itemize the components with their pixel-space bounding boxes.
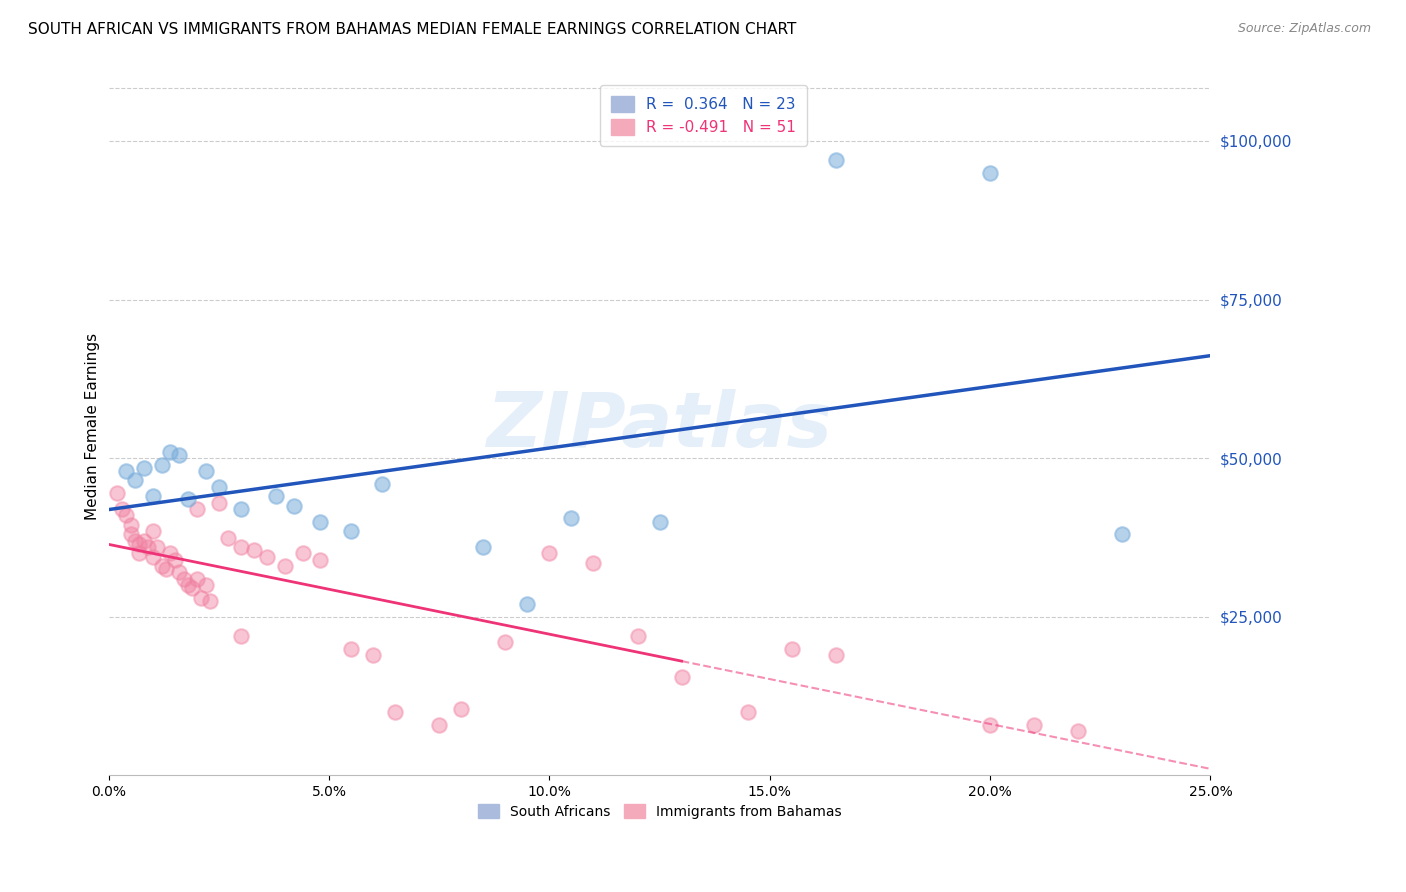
Point <box>159 546 181 560</box>
Point <box>1067 724 1090 739</box>
Point <box>194 464 217 478</box>
Point <box>128 546 150 560</box>
Point <box>115 508 138 523</box>
Point <box>274 559 297 574</box>
Point <box>115 464 138 478</box>
Point <box>124 474 146 488</box>
Point <box>186 502 208 516</box>
Point <box>120 517 142 532</box>
Text: SOUTH AFRICAN VS IMMIGRANTS FROM BAHAMAS MEDIAN FEMALE EARNINGS CORRELATION CHAR: SOUTH AFRICAN VS IMMIGRANTS FROM BAHAMAS… <box>28 22 796 37</box>
Point <box>737 705 759 719</box>
Point <box>450 702 472 716</box>
Point <box>128 537 150 551</box>
Point <box>671 670 693 684</box>
Point <box>132 460 155 475</box>
Point <box>384 705 406 719</box>
Point <box>371 476 394 491</box>
Point <box>1024 717 1046 731</box>
Point <box>264 489 287 503</box>
Point <box>159 445 181 459</box>
Point <box>132 533 155 548</box>
Point <box>229 540 252 554</box>
Text: ZIPatlas: ZIPatlas <box>486 390 832 464</box>
Point <box>309 515 332 529</box>
Point <box>538 546 561 560</box>
Point <box>177 492 200 507</box>
Point <box>142 549 165 564</box>
Point <box>163 552 186 566</box>
Point <box>142 524 165 538</box>
Point <box>150 559 173 574</box>
Point <box>167 566 190 580</box>
Legend: South Africans, Immigrants from Bahamas: South Africans, Immigrants from Bahamas <box>472 798 846 824</box>
Point <box>560 511 582 525</box>
Point <box>780 641 803 656</box>
Point <box>626 629 648 643</box>
Point <box>181 582 204 596</box>
Point <box>111 502 134 516</box>
Point <box>361 648 384 662</box>
Point <box>1111 527 1133 541</box>
Point <box>194 578 217 592</box>
Point <box>150 458 173 472</box>
Point <box>979 717 1001 731</box>
Point <box>120 527 142 541</box>
Point <box>167 448 190 462</box>
Point <box>243 543 266 558</box>
Point <box>198 594 221 608</box>
Point <box>516 597 538 611</box>
Point <box>208 480 231 494</box>
Point <box>291 546 314 560</box>
Y-axis label: Median Female Earnings: Median Female Earnings <box>86 333 100 520</box>
Point <box>283 499 305 513</box>
Point <box>229 502 252 516</box>
Point <box>229 629 252 643</box>
Point <box>472 540 495 554</box>
Point <box>824 153 846 167</box>
Point <box>124 533 146 548</box>
Text: Source: ZipAtlas.com: Source: ZipAtlas.com <box>1237 22 1371 36</box>
Point <box>186 572 208 586</box>
Point <box>979 166 1001 180</box>
Point <box>648 515 671 529</box>
Point <box>136 540 159 554</box>
Point <box>340 641 363 656</box>
Point <box>824 648 846 662</box>
Point <box>190 591 212 605</box>
Point <box>582 556 605 570</box>
Point <box>155 562 177 576</box>
Point <box>494 635 516 649</box>
Point <box>177 578 200 592</box>
Point <box>256 549 278 564</box>
Point <box>309 552 332 566</box>
Point <box>107 486 129 500</box>
Point <box>340 524 363 538</box>
Point <box>142 489 165 503</box>
Point <box>208 495 231 509</box>
Point <box>217 531 239 545</box>
Point <box>173 572 195 586</box>
Point <box>146 540 169 554</box>
Point <box>427 717 450 731</box>
